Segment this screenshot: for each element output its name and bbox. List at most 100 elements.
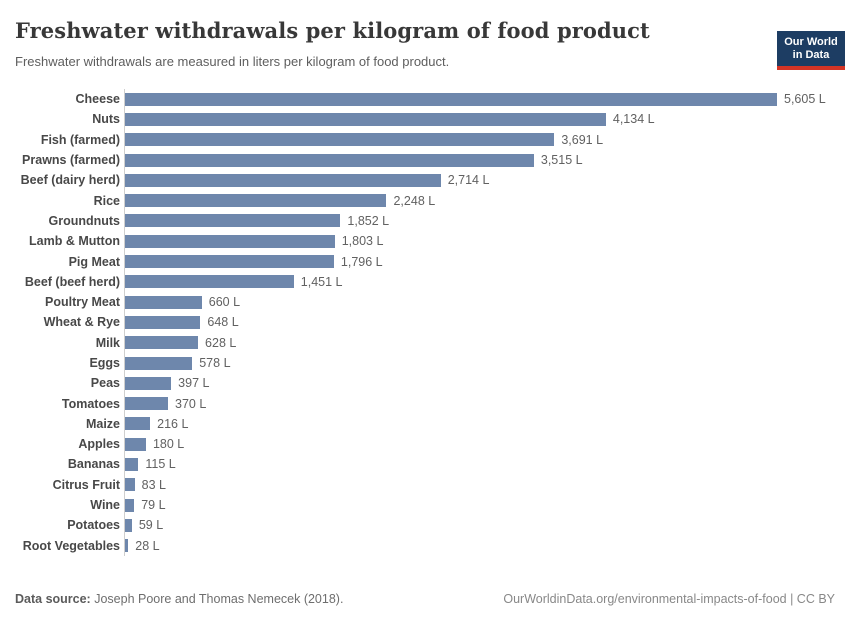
plot-area: 180 L [124,434,835,455]
category-label-rice: Rice [93,193,120,208]
chart-row: Fish (farmed) 3,691 L [15,129,835,150]
plot-area: 2,248 L [124,190,835,211]
bar-apples[interactable] [125,437,146,451]
chart-row: Maize 216 L [15,413,835,435]
plot-area: 1,451 L [124,271,835,292]
plot-area: 5,605 L [124,89,835,110]
category-label-tomatoes: Tomatoes [61,396,120,411]
bar-cheese[interactable] [125,92,777,106]
category-label-wine: Wine [90,498,120,513]
chart-row: Pig Meat 1,796 L [15,251,835,272]
value-label-wheat-rye: 648 L [207,315,239,330]
value-label-rice: 2,248 L [393,193,436,208]
category-label-eggs: Eggs [89,356,120,370]
value-label-peas: 397 L [178,376,210,391]
category-label-prawns-farmed: Prawns (farmed) [22,153,120,168]
chart-row: Tomatoes 370 L [15,393,835,414]
bar-wine[interactable] [125,498,135,512]
bar-rice[interactable] [125,194,387,208]
bar-tomatoes[interactable] [125,397,169,411]
value-label-potatoes: 59 L [138,518,164,533]
category-label-groundnuts: Groundnuts [48,213,120,228]
chart-row: Peas 397 L [15,373,835,394]
value-label-beef-dairy-herd: 2,714 L [447,173,490,188]
bar-peas[interactable] [125,376,172,390]
value-label-tomatoes: 370 L [175,396,207,411]
bar-milk[interactable] [125,336,199,350]
bar-chart: Cheese 5,605 L Nuts 4,134 L Fish (farmed) 3,6… [15,89,835,556]
attribution-link[interactable]: OurWorldinData.org/environmental-impacts… [503,592,835,606]
chart-row: Rice 2,248 L [15,190,835,211]
category-label-beef-dairy-herd: Beef (dairy herd) [20,173,120,188]
category-label-maize: Maize [85,416,120,431]
bar-wheat-rye[interactable] [125,315,201,329]
chart-row: Prawns (farmed) 3,515 L [15,149,835,171]
bar-root-vegetables[interactable] [125,539,129,553]
bar-pig-meat[interactable] [125,255,334,269]
value-label-prawns-farmed: 3,515 L [540,153,583,168]
chart-row: Apples 180 L [15,434,835,455]
category-label-lamb-mutton: Lamb & Mutton [29,234,120,249]
chart-row: Beef (dairy herd) 2,714 L [15,170,835,191]
bar-eggs[interactable] [125,356,193,370]
bar-beef-beef-herd[interactable] [125,275,294,289]
plot-area: 1,796 L [124,251,835,272]
plot-area: 578 L [124,352,835,374]
value-label-groundnuts: 1,852 L [347,213,390,228]
bar-prawns-farmed[interactable] [125,153,534,167]
plot-area: 3,691 L [124,129,835,150]
value-label-apples: 180 L [152,437,185,452]
bar-bananas[interactable] [125,457,139,471]
chart-row: Nuts 4,134 L [15,109,835,130]
chart-row: Groundnuts 1,852 L [15,210,835,232]
bar-groundnuts[interactable] [125,214,341,228]
data-source: Data source: Joseph Poore and Thomas Nem… [15,592,343,606]
value-label-fish-farmed: 3,691 L [561,132,604,147]
plot-area: 79 L [124,494,835,516]
bar-poultry-meat[interactable] [125,295,202,309]
bar-maize[interactable] [125,417,151,431]
value-label-root-vegetables: 28 L [135,538,160,553]
value-label-wine: 79 L [141,498,166,513]
category-label-nuts: Nuts [92,112,120,127]
chart-row: Poultry Meat 660 L [15,291,835,313]
chart-footer: Data source: Joseph Poore and Thomas Nem… [15,592,835,606]
bar-fish-farmed[interactable] [125,133,555,147]
category-label-poultry-meat: Poultry Meat [44,295,120,310]
bar-lamb-mutton[interactable] [125,234,335,248]
plot-area: 628 L [124,332,835,353]
category-label-milk: Milk [95,335,120,350]
plot-area: 397 L [124,373,835,394]
plot-area: 4,134 L [124,109,835,130]
plot-area: 59 L [124,515,835,536]
plot-area: 216 L [124,413,835,435]
value-label-bananas: 115 L [145,457,176,472]
plot-area: 3,515 L [124,149,835,171]
category-label-cheese: Cheese [75,92,120,107]
plot-area: 1,803 L [124,231,835,252]
category-label-wheat-rye: Wheat & Rye [43,315,120,330]
page-title: Freshwater withdrawals per kilogram of f… [15,18,650,43]
category-label-bananas: Bananas [67,457,120,472]
chart-row: Root Vegetables 28 L [15,535,835,556]
bar-nuts[interactable] [125,112,606,126]
value-label-cheese: 5,605 L [784,92,826,107]
value-label-maize: 216 L [157,416,189,431]
plot-area: 370 L [124,393,835,414]
owid-logo-line1: Our World [784,36,838,48]
chart-page: Freshwater withdrawals per kilogram of f… [0,18,850,618]
category-label-beef-beef-herd: Beef (beef herd) [24,274,120,289]
plot-area: 28 L [124,535,835,556]
plot-area: 660 L [124,291,835,313]
category-label-apples: Apples [78,437,120,452]
value-label-citrus-fruit: 83 L [141,477,166,492]
data-source-label: Data source: [15,592,91,606]
value-label-nuts: 4,134 L [612,112,655,127]
value-label-pig-meat: 1,796 L [340,254,383,269]
bar-potatoes[interactable] [125,518,132,532]
category-label-citrus-fruit: Citrus Fruit [52,477,120,492]
owid-logo[interactable]: Our World in Data [777,31,845,70]
bar-beef-dairy-herd[interactable] [125,173,441,187]
category-label-potatoes: Potatoes [67,518,120,533]
bar-citrus-fruit[interactable] [125,478,135,492]
